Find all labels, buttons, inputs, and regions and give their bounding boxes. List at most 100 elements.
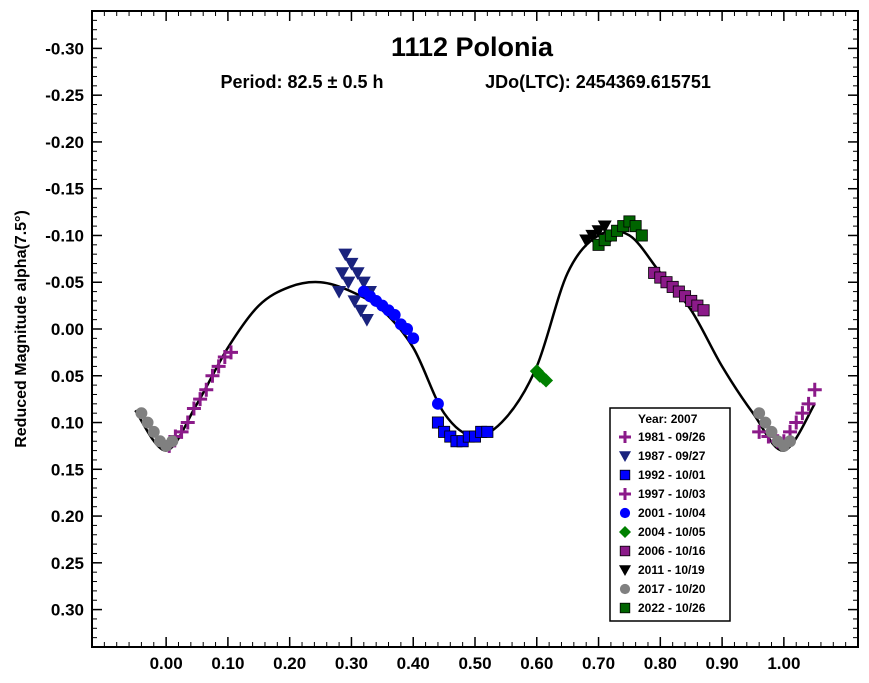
legend-label: 2004 - 10/05 [638, 525, 706, 539]
y-tick-label: -0.10 [45, 226, 84, 245]
legend-item: 1987 - 09/27 [619, 449, 706, 463]
data-point [585, 229, 600, 243]
data-point [193, 392, 208, 407]
series-2001-10-04 [357, 285, 444, 410]
legend-label: 2001 - 10/04 [638, 506, 706, 520]
legend-label: 2006 - 10/16 [638, 544, 706, 558]
x-tick-label: 0.70 [582, 654, 615, 673]
data-point [223, 345, 238, 360]
y-tick-label: 0.25 [51, 554, 84, 573]
data-point [401, 323, 413, 335]
data-point [135, 407, 148, 420]
y-tick-label: 0.10 [51, 414, 84, 433]
x-tick-label: 0.10 [211, 654, 244, 673]
legend-marker [619, 488, 631, 500]
data-point [199, 382, 214, 397]
data-point [174, 424, 189, 439]
legend-marker [619, 431, 631, 443]
x-tick-label: 0.60 [520, 654, 553, 673]
data-point [332, 285, 347, 299]
data-point [629, 220, 642, 233]
legend-marker [619, 565, 631, 576]
data-point [407, 332, 420, 345]
data-point [635, 229, 648, 242]
y-tick-label: 0.00 [51, 320, 84, 339]
series-1987-09-27 [332, 248, 377, 327]
chart-title: 1112 Polonia [391, 32, 554, 62]
legend-item: 2001 - 10/04 [619, 506, 706, 520]
axis-ticks [92, 11, 858, 647]
data-point [579, 234, 594, 248]
legend-label: 1992 - 10/01 [638, 468, 706, 482]
data-point [591, 225, 606, 238]
legend-label: 2011 - 10/19 [638, 563, 705, 577]
series-2017-10-20 [135, 407, 796, 452]
y-tick-label: 0.05 [51, 367, 84, 386]
data-point [335, 267, 350, 280]
y-tick-label: 0.20 [51, 507, 84, 526]
legend-box [609, 407, 731, 622]
legend-item: 2011 - 10/19 [619, 563, 705, 577]
legend: Year: 2007 1981 - 09/26 1987 - 09/27 1992 … [609, 407, 731, 622]
legend-label: 1981 - 09/26 [638, 430, 706, 444]
y-tick-label: -0.30 [45, 39, 84, 58]
legend-marker [619, 451, 631, 462]
legend-marker [619, 583, 631, 595]
legend-item: 2006 - 10/16 [619, 544, 706, 558]
data-point [338, 248, 353, 262]
legend-label: 2017 - 10/20 [638, 582, 706, 596]
series-2022-10-26 [592, 215, 648, 251]
legend-item: 1992 - 10/01 [619, 468, 706, 482]
data-point [166, 435, 179, 448]
data-point [759, 416, 772, 429]
legend-label: 2022 - 10/26 [638, 601, 706, 615]
x-tick-label: 0.40 [397, 654, 430, 673]
data-point [801, 396, 816, 411]
data-point [765, 425, 778, 438]
y-tick-labels: -0.30 -0.25 -0.20 -0.15 -0.10 -0.05 0.00 0.05 0.… [45, 39, 84, 619]
series-1992-10-01 [431, 416, 494, 448]
data-point [341, 276, 356, 290]
data-point [807, 382, 822, 397]
y-axis-label: Reduced Magnitude alpha(7.5°) [13, 210, 30, 448]
legend-marker [619, 602, 631, 614]
data-point [789, 415, 804, 430]
legend-title: Year: 2007 [638, 412, 698, 426]
legend-marker [619, 469, 631, 481]
data-point [431, 416, 444, 429]
data-point [752, 424, 767, 439]
x-tick-label: 0.00 [150, 654, 183, 673]
data-point [186, 401, 201, 416]
data-point [344, 257, 359, 271]
y-tick-label: -0.20 [45, 133, 84, 152]
legend-label: 1987 - 09/27 [638, 449, 706, 463]
x-tick-label: 0.30 [335, 654, 368, 673]
data-point [697, 304, 710, 317]
chart-subtitle-epoch: JDo(LTC): 2454369.615751 [485, 72, 711, 92]
x-tick-label: 0.50 [458, 654, 491, 673]
data-point [388, 309, 401, 321]
data-point [359, 314, 374, 327]
data-point [431, 397, 444, 410]
x-tick-label: 0.90 [706, 654, 739, 673]
y-tick-label: -0.15 [45, 180, 84, 199]
legend-item: 1981 - 09/26 [619, 430, 706, 444]
data-point [539, 373, 554, 388]
y-tick-label: -0.25 [45, 86, 84, 105]
data-point [356, 276, 371, 290]
legend-item: 2017 - 10/20 [619, 582, 706, 596]
legend-marker [619, 526, 631, 538]
legend-marker [619, 545, 631, 557]
legend-item: 2022 - 10/26 [619, 601, 706, 615]
data-point [347, 295, 362, 308]
legend-item: 2004 - 10/05 [619, 525, 706, 539]
data-point [753, 407, 766, 420]
series-2006-10-16 [648, 266, 710, 317]
legend-item: 1997 - 10/03 [619, 487, 706, 501]
x-tick-labels: 0.00 0.10 0.20 0.30 0.40 0.50 0.60 0.70 0.80 0.90… [150, 654, 801, 673]
plot-frame [91, 10, 859, 648]
data-point [350, 267, 365, 280]
data-point [147, 425, 160, 438]
data-point [481, 425, 494, 438]
